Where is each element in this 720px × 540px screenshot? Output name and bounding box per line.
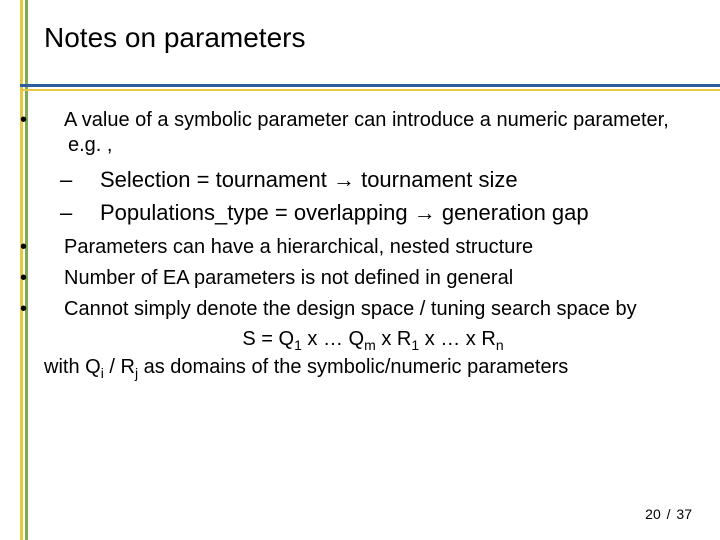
- dash-icon: –: [80, 199, 100, 228]
- bullet-3: •Number of EA parameters is not defined …: [44, 266, 702, 291]
- tail-post: as domains of the symbolic/numeric param…: [138, 356, 568, 378]
- page-total: 37: [676, 506, 692, 522]
- formula-sub-n: n: [496, 337, 504, 353]
- bullet-dot-icon: •: [44, 108, 64, 133]
- formula-sub-m: m: [364, 337, 376, 353]
- bullet-1-text: A value of a symbolic parameter can intr…: [64, 109, 669, 156]
- bullet-dot-icon: •: [44, 297, 64, 322]
- bullet-dot-icon: •: [44, 235, 64, 260]
- formula-prefix: S = Q: [242, 328, 294, 350]
- subbullet-2: –Populations_type = overlapping → genera…: [44, 199, 702, 228]
- tail-pre: with Q: [44, 356, 101, 378]
- slide: Notes on parameters •A value of a symbol…: [0, 0, 720, 540]
- subbullet-1: –Selection = tournament → tournament siz…: [44, 166, 702, 195]
- bullet-3-text: Number of EA parameters is not defined i…: [64, 267, 513, 289]
- bullet-4-text: Cannot simply denote the design space / …: [64, 298, 637, 320]
- slide-body: •A value of a symbolic parameter can int…: [44, 108, 702, 383]
- bullet-4: •Cannot simply denote the design space /…: [44, 297, 702, 322]
- formula-mid-2: x R: [376, 328, 412, 350]
- tail-line: with Qi / Rj as domains of the symbolic/…: [44, 355, 702, 383]
- bullet-dot-icon: •: [44, 266, 64, 291]
- subbullet-2-text: Populations_type = overlapping → generat…: [100, 200, 589, 225]
- subbullet-1-text: Selection = tournament → tournament size: [100, 167, 518, 192]
- rule-blue: [20, 84, 720, 87]
- formula-sub-r1: 1: [411, 337, 419, 353]
- rule-yellow: [20, 89, 720, 91]
- page-current: 20: [645, 506, 661, 522]
- formula-mid-1: x … Q: [302, 328, 364, 350]
- bullet-1: •A value of a symbolic parameter can int…: [44, 108, 702, 158]
- formula-line: S = Q1 x … Qm x R1 x … x Rn: [44, 328, 702, 353]
- bullet-2: •Parameters can have a hierarchical, nes…: [44, 235, 702, 260]
- dash-icon: –: [80, 166, 100, 195]
- tail-mid: / R: [104, 356, 135, 378]
- page-footer: 20 / 37: [645, 506, 692, 522]
- formula-sub-1: 1: [294, 337, 302, 353]
- page-sep: /: [665, 506, 673, 522]
- formula-mid-3: x … x R: [419, 328, 496, 350]
- bullet-2-text: Parameters can have a hierarchical, nest…: [64, 236, 533, 258]
- title-rule: [20, 84, 720, 92]
- slide-title: Notes on parameters: [44, 22, 305, 54]
